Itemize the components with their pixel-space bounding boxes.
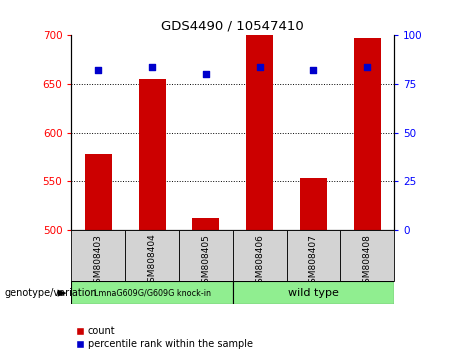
Point [148,64,156,69]
Text: genotype/variation: genotype/variation [5,288,97,298]
Bar [233,281,394,304]
Bar [246,35,273,230]
Bar [71,230,125,281]
Text: GSM808406: GSM808406 [255,234,264,289]
Bar [71,281,233,304]
Bar [139,79,165,230]
Text: GSM808404: GSM808404 [148,234,157,289]
Point [256,64,263,69]
Text: GSM808403: GSM808403 [94,234,103,289]
Text: GSM808408: GSM808408 [363,234,372,289]
Point [310,68,317,73]
Text: GSM808407: GSM808407 [309,234,318,289]
Bar [179,230,233,281]
Point [202,72,210,77]
Bar [354,38,381,230]
Legend: count, percentile rank within the sample: count, percentile rank within the sample [77,326,253,349]
Point [95,68,102,73]
Title: GDS4490 / 10547410: GDS4490 / 10547410 [161,20,304,33]
Bar [233,230,287,281]
Bar [125,230,179,281]
Bar [300,178,327,230]
Bar [193,218,219,230]
Point [364,64,371,69]
Bar [287,230,340,281]
Text: LmnaG609G/G609G knock-in: LmnaG609G/G609G knock-in [94,289,211,297]
Text: wild type: wild type [288,288,339,298]
Bar [85,154,112,230]
Text: GSM808405: GSM808405 [201,234,210,289]
Bar [340,230,394,281]
